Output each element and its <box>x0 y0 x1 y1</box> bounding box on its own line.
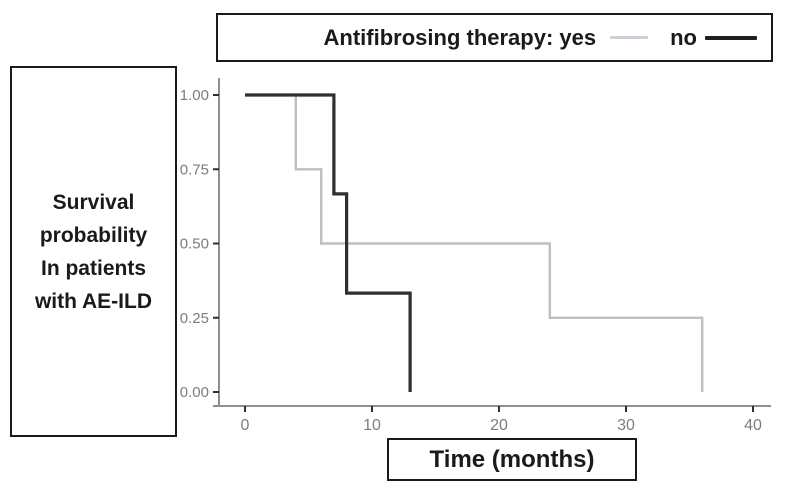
x-tick-label: 40 <box>744 417 762 434</box>
x-tick-label: 10 <box>363 417 381 434</box>
y-tick-label: 0.25 <box>180 310 209 327</box>
legend-line-sample-yes <box>610 36 649 39</box>
survival-curve-no <box>245 93 412 392</box>
y-axis-label-box: Survival probability In patients with AE… <box>10 66 177 437</box>
legend: Antifibrosing therapy: yes no <box>216 13 773 62</box>
y-axis-label-line-2: probability <box>39 223 148 247</box>
legend-title: Antifibrosing therapy: yes <box>323 24 597 50</box>
x-tick-label: 30 <box>617 417 635 434</box>
y-axis-label-line-3: In patients <box>40 256 146 280</box>
x-tick-label: 0 <box>241 417 250 434</box>
y-axis-label-line-4: with AE-ILD <box>34 289 153 313</box>
y-tick-label: 0.50 <box>180 236 209 253</box>
survival-curve-yes <box>245 93 704 392</box>
x-axis-label: Time (months) <box>429 445 595 473</box>
y-tick-label: 1.00 <box>180 87 209 104</box>
legend-line-sample-no <box>705 35 757 40</box>
x-tick-label: 20 <box>490 417 508 434</box>
legend-label-no: no <box>670 24 697 50</box>
y-axis-label-line-1: Survival <box>52 190 135 214</box>
y-tick-label: 0.75 <box>180 161 209 178</box>
y-tick-label: 0.00 <box>180 384 209 401</box>
x-axis-label-box: Time (months) <box>387 438 637 481</box>
